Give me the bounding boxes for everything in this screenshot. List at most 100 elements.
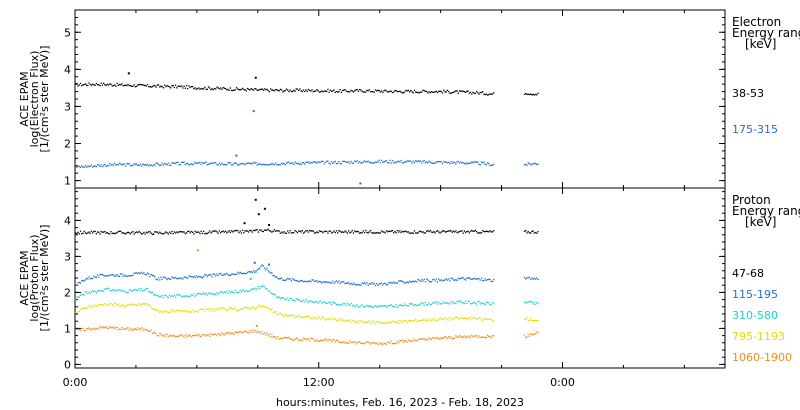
data-point [385, 90, 388, 92]
data-point [126, 84, 128, 87]
data-point [413, 161, 416, 164]
data-point [345, 341, 347, 344]
data-point [443, 160, 445, 163]
data-point [159, 231, 161, 233]
data-point [444, 302, 446, 304]
data-point [469, 316, 472, 318]
data-point [378, 305, 380, 307]
data-point [259, 267, 261, 270]
data-point [310, 317, 312, 320]
data-point [204, 274, 206, 276]
data-point [360, 231, 362, 234]
data-point [334, 160, 336, 162]
data-point [95, 276, 98, 278]
data-point [366, 231, 368, 234]
data-point [383, 322, 385, 324]
data-point [228, 230, 230, 232]
data-point [239, 271, 241, 274]
data-point [274, 162, 277, 164]
data-point [486, 334, 489, 336]
data-point [475, 318, 478, 321]
data-point [294, 316, 296, 318]
data-point [483, 303, 485, 305]
data-point [339, 162, 341, 165]
data-point [167, 296, 169, 299]
data-point [285, 232, 288, 234]
data-point [421, 91, 423, 93]
data-point [215, 88, 217, 90]
data-point [278, 296, 280, 299]
data-point [391, 320, 394, 322]
data-point [468, 335, 470, 337]
data-point [142, 303, 144, 305]
data-point [290, 314, 293, 316]
data-point [334, 341, 336, 343]
data-point [294, 300, 296, 302]
data-point [489, 318, 491, 320]
data-point [328, 301, 330, 303]
data-point [104, 302, 106, 305]
data-point [534, 333, 537, 335]
data-point [104, 163, 106, 166]
data-point [139, 83, 141, 86]
data-point [111, 85, 113, 87]
data-point [430, 320, 433, 322]
data-point [405, 161, 407, 163]
data-point [110, 164, 112, 166]
data-point [173, 335, 176, 337]
data-point [394, 282, 396, 284]
data-point [360, 284, 362, 286]
data-point [374, 161, 377, 163]
data-point [174, 232, 177, 234]
data-point [174, 162, 177, 165]
data-point [424, 338, 427, 340]
data-point [334, 302, 336, 305]
data-point [167, 85, 169, 88]
data-point [129, 165, 132, 167]
data-point [252, 307, 255, 309]
data-point [220, 307, 222, 309]
data-point [418, 92, 420, 94]
data-point [168, 311, 171, 313]
data-point [173, 277, 176, 279]
data-point [139, 231, 141, 234]
data-point [390, 282, 392, 284]
data-point [312, 338, 314, 340]
data-point [440, 337, 442, 339]
data-point [124, 291, 127, 294]
data-point [472, 230, 474, 232]
data-point [351, 229, 353, 232]
data-point [395, 282, 397, 284]
data-point [340, 231, 342, 233]
data-point [82, 307, 84, 310]
data-point [149, 231, 151, 233]
data-point [441, 162, 444, 165]
data-point [135, 163, 138, 165]
data-point [212, 89, 215, 91]
data-point [440, 279, 442, 281]
outlier-point [359, 182, 362, 185]
data-point [389, 230, 391, 233]
data-point [195, 162, 197, 165]
data-point [189, 310, 191, 313]
data-point [200, 336, 202, 338]
data-point [166, 84, 168, 87]
data-point [226, 309, 228, 311]
data-point [462, 317, 464, 319]
data-point [388, 91, 390, 93]
data-point [366, 304, 368, 306]
data-point [276, 230, 278, 232]
data-point [79, 329, 82, 332]
data-point [82, 84, 84, 86]
data-point [189, 232, 191, 234]
data-point [163, 335, 166, 338]
data-point [373, 305, 375, 307]
data-point [115, 164, 117, 166]
data-point [372, 283, 374, 285]
data-point [366, 89, 368, 92]
data-point [194, 87, 196, 89]
data-point [411, 320, 413, 322]
data-point [337, 281, 339, 284]
data-point [114, 275, 116, 277]
data-point [357, 341, 360, 343]
